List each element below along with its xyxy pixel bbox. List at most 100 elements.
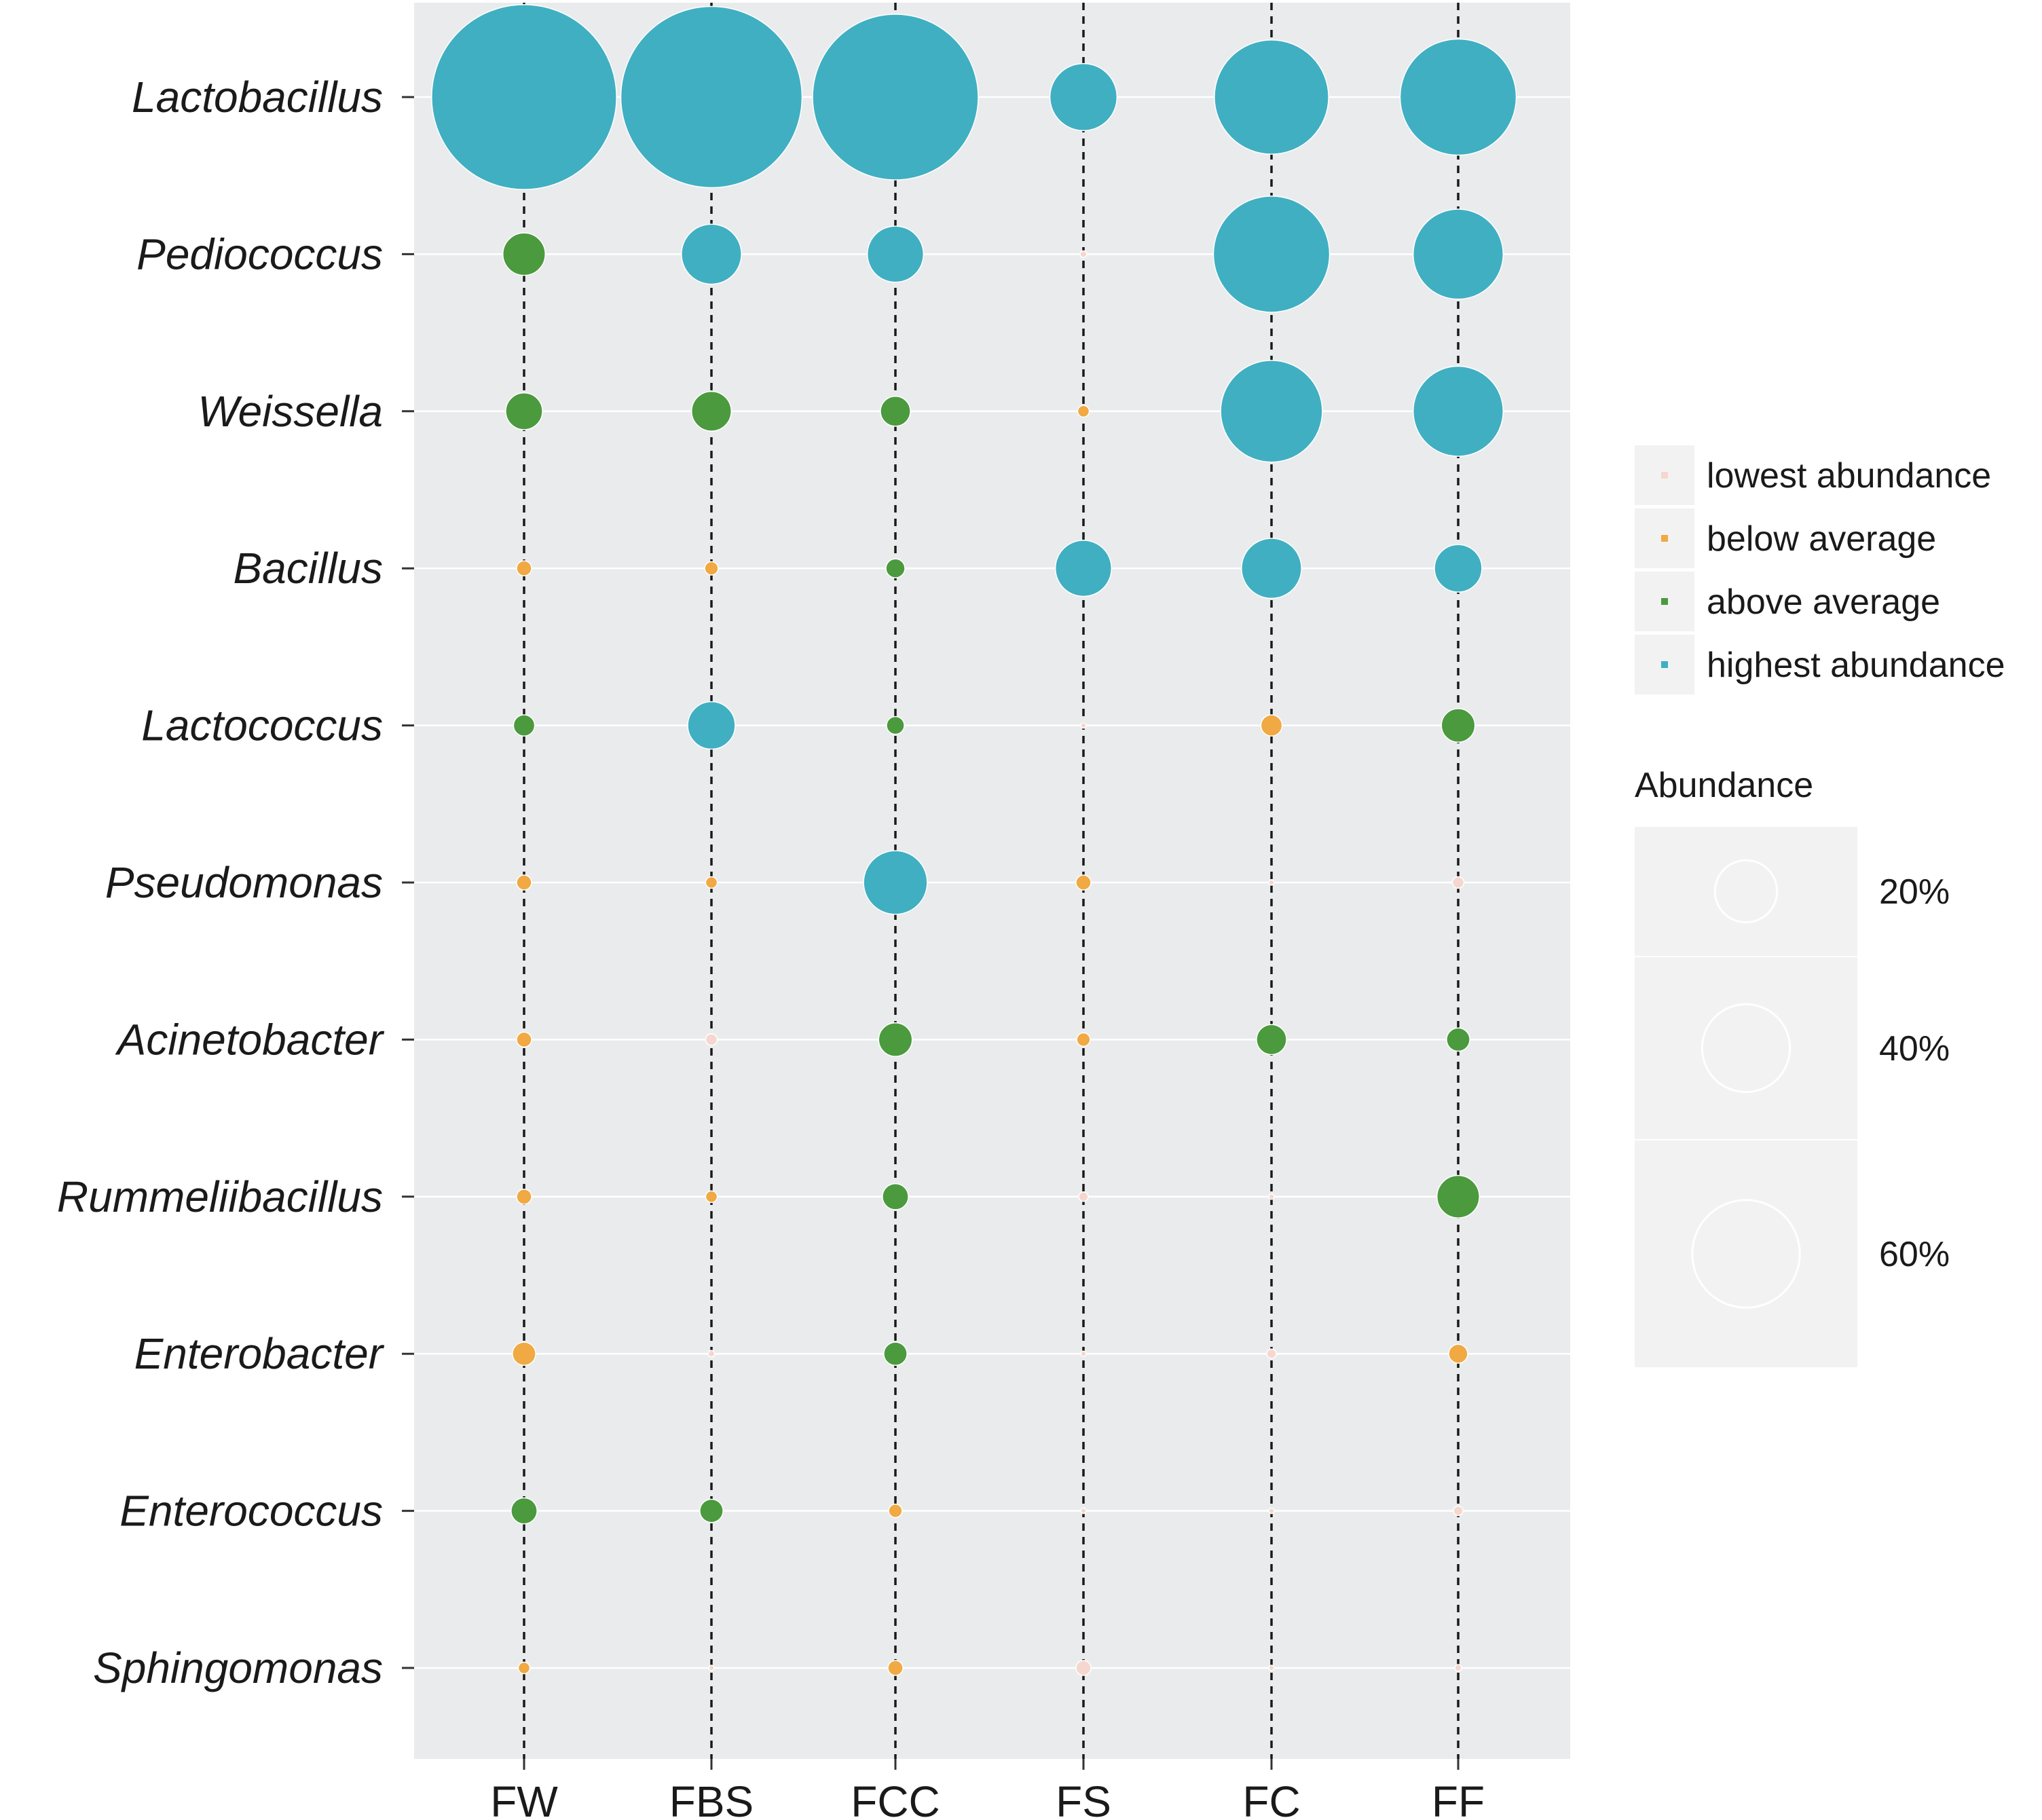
bubble-rummeliibacillus-fbs [705, 1190, 718, 1204]
y-tick-label-pediococcus: Pediococcus [136, 229, 383, 278]
x-tick-label-fbs: FBS [669, 1777, 754, 1820]
size-legend-circle-20 [1713, 859, 1779, 924]
bubble-weissella-fbs [691, 390, 732, 432]
y-tick-label-acinetobacter: Acinetobacter [115, 1015, 385, 1064]
bubble-enterococcus-fc [1268, 1507, 1275, 1515]
y-tick-label-enterococcus: Enterococcus [119, 1487, 383, 1536]
bubble-sphingomonas-fw [517, 1661, 531, 1675]
bubble-enterococcus-fw [510, 1497, 538, 1525]
legend-swatch-lowest-abundance [1661, 472, 1668, 479]
x-tick-label-fcc: FCC [851, 1777, 940, 1820]
bubble-pediococcus-fc [1212, 196, 1331, 313]
bubble-sphingomonas-fcc [887, 1660, 904, 1676]
bubble-lactococcus-fbs [687, 701, 736, 750]
bubble-lactococcus-fc [1260, 714, 1283, 737]
bubble-acinetobacter-fcc [878, 1022, 913, 1057]
x-tick-label-ff: FF [1432, 1777, 1485, 1820]
legend-label-below-average: below average [1707, 519, 1936, 559]
legend-label-above-average: above average [1707, 582, 1940, 622]
bubble-weissella-fw [505, 392, 543, 430]
bubble-enterobacter-fbs [707, 1350, 716, 1358]
bubble-pseudomonas-fs [1075, 874, 1092, 891]
bubble-lactobacillus-fs [1049, 62, 1118, 132]
bubble-sphingomonas-ff [1454, 1664, 1462, 1672]
y-tick-label-weissella: Weissella [198, 387, 383, 436]
bubble-acinetobacter-fbs [705, 1033, 718, 1046]
bubbles [431, 4, 1517, 1676]
bubble-pediococcus-ff [1412, 208, 1504, 300]
bubble-lactococcus-fs [1080, 722, 1087, 729]
bubble-enterococcus-ff [1453, 1505, 1464, 1517]
bubble-weissella-fs [1077, 405, 1090, 418]
bubble-enterococcus-fs [1080, 1507, 1087, 1515]
y-tick-label-lactobacillus: Lactobacillus [132, 73, 383, 122]
bubble-enterococcus-fcc [888, 1503, 903, 1519]
plot-panel [414, 3, 1570, 1759]
size-legend-label-40: 40% [1879, 1029, 1950, 1069]
bubble-rummeliibacillus-ff [1436, 1174, 1480, 1219]
bubble-sphingomonas-fs [1075, 1660, 1092, 1676]
size-legend-key-60 [1635, 1140, 1857, 1367]
y-tick-label-bacillus: Bacillus [233, 544, 383, 593]
bubble-pseudomonas-fbs [705, 876, 718, 889]
bubble-pseudomonas-fw [516, 874, 532, 891]
bubble-bacillus-fbs [704, 561, 719, 576]
bubble-acinetobacter-ff [1446, 1027, 1470, 1052]
bubble-weissella-fcc [880, 395, 911, 427]
bubble-weissella-ff [1412, 365, 1504, 457]
bubble-lactobacillus-fw [431, 4, 617, 190]
y-tick-label-rummeliibacillus: Rummeliibacillus [57, 1172, 383, 1221]
legend-label-lowest-abundance: lowest abundance [1707, 456, 1991, 496]
bubble-lactococcus-fw [513, 714, 536, 737]
bubble-lactococcus-ff [1441, 708, 1476, 743]
size-legend-circle-60 [1691, 1199, 1801, 1309]
y-tick-label-pseudomonas: Pseudomonas [105, 858, 383, 907]
bubble-rummeliibacillus-fc [1268, 1193, 1275, 1200]
x-tick-label-fc: FC [1242, 1777, 1300, 1820]
bubble-bacillus-fcc [885, 558, 906, 578]
bubble-sphingomonas-fc [1268, 1665, 1275, 1671]
legend-swatch-highest-abundance [1661, 661, 1668, 668]
bubble-acinetobacter-fw [516, 1031, 532, 1048]
size-legend-label-60: 60% [1879, 1235, 1950, 1274]
bubble-bacillus-fs [1054, 540, 1113, 597]
y-axis-ticks: Lactobacillus Pediococcus Weissella Bacillu… [57, 73, 414, 1692]
bubble-rummeliibacillus-fs [1078, 1191, 1089, 1202]
bubble-pediococcus-fs [1079, 250, 1088, 259]
bubble-weissella-fc [1220, 360, 1323, 463]
bubble-rummeliibacillus-fw [516, 1189, 532, 1205]
bubble-bacillus-ff [1434, 544, 1483, 593]
bubble-pediococcus-fw [502, 232, 546, 276]
y-tick-label-lactococcus: Lactococcus [141, 701, 383, 750]
size-legend: Abundance 20% 40% 60% [1635, 766, 1950, 1367]
bubble-enterobacter-fw [512, 1341, 536, 1367]
bubble-enterobacter-fc [1266, 1348, 1277, 1359]
bubble-pseudomonas-fc [1268, 879, 1275, 886]
bubble-pediococcus-fcc [866, 225, 925, 283]
bubble-acinetobacter-fs [1076, 1032, 1091, 1047]
x-tick-label-fs: FS [1056, 1777, 1111, 1820]
bubble-bacillus-fc [1241, 538, 1302, 599]
bubble-acinetobacter-fc [1256, 1024, 1287, 1056]
y-tick-label-sphingomonas: Sphingomonas [93, 1643, 383, 1692]
legend-label-highest-abundance: highest abundance [1707, 646, 2005, 685]
legend-swatch-above-average [1661, 598, 1668, 605]
bubble-enterobacter-ff [1448, 1343, 1468, 1364]
bubble-lactobacillus-fc [1214, 39, 1329, 155]
bubble-lactococcus-fcc [886, 716, 905, 735]
bubble-bacillus-fw [516, 560, 532, 576]
bubble-pseudomonas-fcc [863, 850, 928, 915]
bubble-pediococcus-fbs [681, 223, 742, 285]
size-legend-key-40 [1635, 957, 1857, 1139]
legend-swatch-below-average [1661, 535, 1668, 542]
bubble-rummeliibacillus-fcc [882, 1183, 909, 1210]
x-axis-ticks: FW FBS FCC FS FC FF [490, 1759, 1485, 1820]
bubble-enterobacter-fcc [883, 1341, 908, 1367]
size-legend-title: Abundance [1635, 766, 1813, 805]
size-legend-circle-40 [1701, 1003, 1792, 1094]
bubble-lactobacillus-ff [1399, 38, 1517, 156]
grid-lines [414, 96, 1570, 1669]
size-legend-key-20 [1635, 827, 1857, 956]
color-legend: lowest abundance below average above avera… [1635, 445, 2005, 694]
